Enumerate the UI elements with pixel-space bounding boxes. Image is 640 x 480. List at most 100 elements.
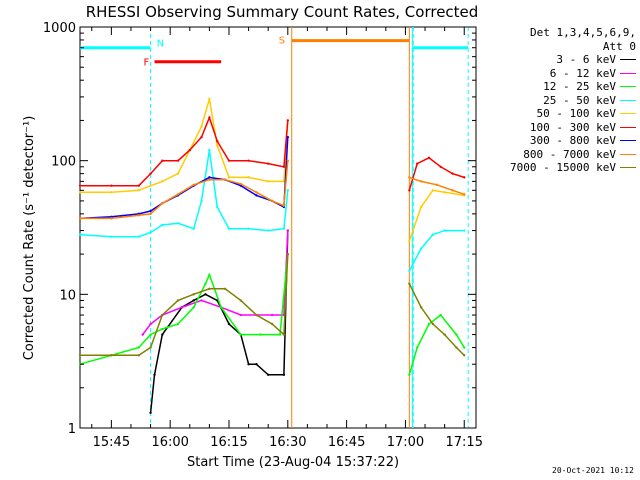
data-point-s4-4 [161,180,164,183]
data-point-s3-4 [161,223,164,227]
legend-swatch [620,113,636,115]
data-point-s1-1 [149,322,152,326]
legend-label: 25 - 50 keV [543,93,616,107]
data-point-s8-13 [286,252,290,256]
legend-item: 300 - 800 keV [486,134,636,148]
data-point-s2-14 [408,373,411,377]
legend-header-detectors: Det 1,3,4,5,6,9, [530,26,636,39]
data-point-s5-2 [137,184,141,187]
data-point-s6-10 [255,194,258,197]
annotation-label-night: N [157,39,164,50]
legend-swatch [620,167,636,169]
data-point-s1-10 [286,229,290,232]
data-point-s7-4 [161,202,164,205]
data-point-s5-0 [78,184,82,187]
data-point-s3-16 [419,247,423,250]
data-point-s3-14 [286,189,290,192]
data-point-s7-11 [270,199,274,203]
data-point-s3-3 [149,231,152,234]
data-point-s4-10 [227,176,231,179]
data-point-s4-5 [176,172,180,175]
legend-label: 50 - 100 keV [536,107,616,120]
data-point-s0-13 [282,373,286,377]
data-point-s2-9 [219,306,223,309]
data-point-s1-6 [239,313,242,317]
data-point-s4-7 [200,125,203,128]
legend-swatch [620,86,636,88]
data-point-s8-2 [137,354,141,357]
data-point-s5-19 [451,172,454,175]
data-point-s3-9 [216,205,219,209]
data-point-s7-17 [451,189,454,192]
y-tick-label-3: 1000 [43,21,76,36]
data-point-s4-1 [110,191,113,194]
data-point-s0-6 [204,293,207,296]
data-point-s7-1 [110,217,113,220]
data-point-s8-3 [149,346,152,349]
data-point-s8-17 [443,333,446,336]
data-point-s8-19 [463,354,466,357]
x-tick-label-6: 17:15 [446,435,483,450]
data-point-s2-16 [427,322,431,326]
legend-item: 3 - 6 keV [486,53,636,67]
data-point-s7-3 [149,212,152,216]
data-point-s3-11 [247,227,250,230]
data-point-s7-18 [463,193,466,196]
data-point-s8-18 [455,346,458,349]
legend-item: 100 - 300 keV [486,121,636,135]
data-point-s5-20 [463,176,466,179]
legend-item: 800 - 7000 keV [486,148,636,162]
y-axis-title: Corrected Count Rate (s⁻¹ detector⁻¹) [22,116,37,361]
y-tick-label-1: 10 [59,288,76,303]
data-point-s4-13 [282,180,286,183]
data-point-s8-5 [176,299,180,302]
data-point-s2-10 [239,333,242,336]
datestamp: 20-Oct-2021 10:12 [552,466,634,475]
data-point-s7-16 [435,183,438,186]
legend: Det 1,3,4,5,6,9, Att 0 3 - 6 keV 6 - 12 k… [486,26,636,175]
data-point-s0-2 [153,373,156,377]
data-point-s0-11 [255,363,258,366]
data-point-s2-12 [278,333,282,336]
series-line-2 [79,254,465,376]
data-point-s8-4 [161,313,164,317]
legend-swatch [620,59,636,61]
data-point-s8-8 [223,287,227,291]
data-point-s3-6 [192,227,195,230]
series-line-7 [80,160,465,220]
series-line-5 [80,115,465,191]
data-point-s3-19 [463,229,466,232]
data-point-s7-2 [137,214,141,217]
data-point-s2-2 [137,346,141,349]
data-point-s6-3 [149,209,152,213]
x-tick-label-2: 16:15 [210,435,247,450]
data-point-s8-15 [419,306,423,309]
data-point-s2-4 [161,327,164,331]
data-point-s2-19 [463,346,466,349]
data-point-s3-12 [266,229,270,232]
legend-item: 7000 - 15000 keV [486,161,636,175]
data-point-s0-8 [227,322,231,326]
data-point-s5-18 [439,165,442,168]
legend-swatch [620,140,636,142]
data-point-s3-17 [431,233,435,236]
data-point-s3-13 [282,227,286,230]
x-tick-label-0: 15:45 [93,435,130,450]
data-point-s6-9 [239,184,242,187]
data-point-s0-5 [192,299,195,302]
data-point-s2-7 [204,282,207,285]
data-point-s5-16 [415,162,419,165]
data-point-s5-12 [266,162,270,165]
series-line-6 [79,137,289,220]
data-point-s8-7 [208,287,211,291]
data-point-s4-2 [137,189,141,192]
data-point-s5-13 [282,165,286,168]
x-tick-label-5: 17:00 [387,435,424,450]
data-point-s4-8 [208,97,211,101]
legend-swatch [620,126,636,128]
data-point-s4-9 [216,144,219,147]
data-point-s7-5 [176,193,180,196]
legend-header-attenuator: Att 0 [602,39,636,53]
data-point-s8-11 [270,322,274,326]
